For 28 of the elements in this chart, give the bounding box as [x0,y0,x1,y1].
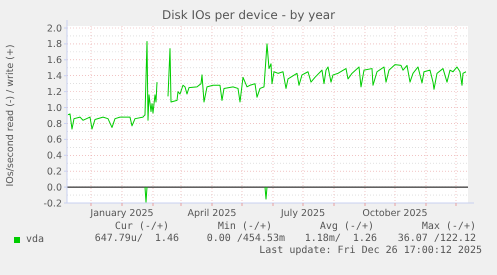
y-tick-label: -0.2 [43,198,62,210]
x-tick-label: October 2025 [362,208,428,219]
y-axis-title: IOs/second read (-) / write (+) [5,44,16,187]
y-tick-label: 1.2 [46,86,62,98]
y-tick-label: 0.8 [46,118,62,130]
y-tick-label: 2.0 [46,23,62,34]
text: 36.07 /122.12 [398,233,476,244]
x-tick-label: January 2025 [89,208,154,219]
text: Min (-/+) [218,221,272,232]
x-tick-label: July 2025 [280,208,326,219]
y-tick-label: 1.8 [46,39,62,50]
text: 1.18m/ 1.26 [304,233,377,244]
y-tick-label: 1.6 [46,55,62,66]
x-tick-label: April 2025 [188,208,236,219]
text: Cur (-/+) [114,221,169,232]
legend-label: vda [26,234,44,245]
y-tick-label: 0.2 [46,166,62,178]
y-tick-label: 1.4 [46,71,62,82]
text: Max (-/+) [422,221,476,232]
text: 0.00 /454.53m [206,233,285,244]
text: Last update: Fri Dec 26 17:00:12 2025 [259,245,482,256]
text: 647.79u/ 1.46 [94,233,179,244]
y-tick-label: 1.0 [46,102,62,114]
y-tick-label: 0.4 [46,150,62,162]
chart-title: Disk IOs per device - by year [162,8,336,22]
y-tick-label: 0.0 [46,182,62,194]
y-tick-label: 0.6 [46,134,62,146]
text: Avg (-/+) [320,221,374,232]
